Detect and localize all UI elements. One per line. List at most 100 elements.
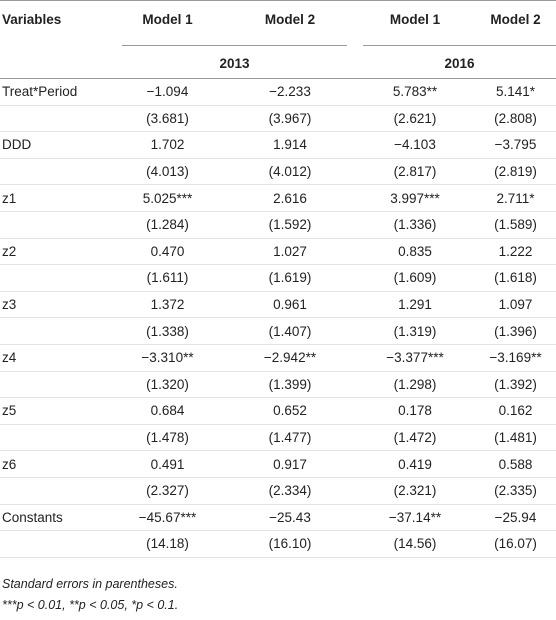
- table-body: Treat*Period −1.094 −2.233 5.783** 5.141* (3.…: [0, 78, 556, 558]
- coefficient: −3.169**: [475, 344, 556, 372]
- year-label: 2016: [444, 56, 475, 71]
- coefficient: −45.67***: [110, 504, 225, 532]
- error-row: (4.013) (4.012) (2.817) (2.819): [0, 158, 556, 186]
- coefficient: 5.141*: [475, 78, 556, 106]
- standard-error: (1.478): [110, 424, 225, 452]
- standard-error: (1.392): [475, 371, 556, 399]
- empty-cell: [0, 530, 110, 558]
- column-header: Model 1: [142, 12, 193, 27]
- coefficient: 0.684: [110, 397, 225, 425]
- coefficient: −3.377***: [355, 344, 475, 372]
- coefficient-row: z4 −3.310** −2.942** −3.377*** −3.169**: [0, 344, 556, 372]
- coefficient-row: z1 5.025*** 2.616 3.997*** 2.711*: [0, 184, 556, 212]
- standard-error: (2.621): [355, 105, 475, 133]
- table-head: Variables Model 1 Model 2 Model 1 Model …: [0, 1, 556, 79]
- coefficient: 1.702: [110, 131, 225, 159]
- error-row: (14.18) (16.10) (14.56) (16.07): [0, 530, 556, 558]
- standard-error: (16.10): [225, 530, 355, 558]
- standard-error: (1.611): [110, 264, 225, 292]
- standard-error: (1.592): [225, 211, 355, 239]
- coefficient: 5.783**: [355, 78, 475, 106]
- variable-name: DDD: [0, 131, 110, 159]
- variable-name: Constants: [0, 504, 110, 532]
- year-row: 2013 2016: [0, 38, 556, 79]
- standard-error: (4.012): [225, 158, 355, 186]
- empty-cell: [0, 371, 110, 399]
- standard-error: (1.472): [355, 424, 475, 452]
- standard-error: (3.967): [225, 105, 355, 133]
- standard-error: (2.817): [355, 158, 475, 186]
- empty-cell: [0, 317, 110, 345]
- note: Standard errors in parentheses.: [2, 576, 178, 591]
- standard-error: (1.338): [110, 317, 225, 345]
- coefficient: −2.942**: [225, 344, 355, 372]
- standard-error: (2.808): [475, 105, 556, 133]
- empty-cell: [0, 38, 110, 79]
- empty-cell: [0, 264, 110, 292]
- coefficient: 1.027: [225, 238, 355, 266]
- coefficient: −25.43: [225, 504, 355, 532]
- error-row: (2.327) (2.334) (2.321) (2.335): [0, 477, 556, 505]
- variable-name: Treat*Period: [0, 78, 110, 106]
- standard-error: (1.618): [475, 264, 556, 292]
- variable-name: z4: [0, 344, 110, 372]
- coefficient: 3.997***: [355, 184, 475, 212]
- coefficient: −3.795: [475, 131, 556, 159]
- coefficient: −1.094: [110, 78, 225, 106]
- coefficient: 0.491: [110, 450, 225, 478]
- standard-error: (1.619): [225, 264, 355, 292]
- standard-error: (2.334): [225, 477, 355, 505]
- coefficient-row: z3 1.372 0.961 1.291 1.097: [0, 291, 556, 319]
- coefficient: 1.291: [355, 291, 475, 319]
- coefficient: 0.961: [225, 291, 355, 319]
- standard-error: (16.07): [475, 530, 556, 558]
- coefficient: −37.14**: [355, 504, 475, 532]
- standard-error: (2.335): [475, 477, 556, 505]
- note: ***p < 0.01, **p < 0.05, *p < 0.1.: [2, 597, 179, 612]
- standard-error: (14.56): [355, 530, 475, 558]
- coefficient: 5.025***: [110, 184, 225, 212]
- variable-name: z2: [0, 238, 110, 266]
- standard-error: (1.477): [225, 424, 355, 452]
- standard-error: (1.589): [475, 211, 556, 239]
- coefficient-row: z5 0.684 0.652 0.178 0.162: [0, 397, 556, 425]
- coefficient: 0.178: [355, 397, 475, 425]
- coefficient: 2.711*: [475, 184, 556, 212]
- standard-error: (2.327): [110, 477, 225, 505]
- empty-cell: [0, 158, 110, 186]
- coefficient: 0.917: [225, 450, 355, 478]
- standard-error: (1.298): [355, 371, 475, 399]
- coefficient-row: z6 0.491 0.917 0.419 0.588: [0, 450, 556, 478]
- coefficient: −2.233: [225, 78, 355, 106]
- coefficient: 1.222: [475, 238, 556, 266]
- variable-name: z5: [0, 397, 110, 425]
- standard-error: (4.013): [110, 158, 225, 186]
- standard-error: (1.319): [355, 317, 475, 345]
- variable-name: z1: [0, 184, 110, 212]
- coefficient: 0.470: [110, 238, 225, 266]
- empty-cell: [0, 424, 110, 452]
- coefficient: −4.103: [355, 131, 475, 159]
- coefficient: 2.616: [225, 184, 355, 212]
- header-row: Variables Model 1 Model 2 Model 1 Model …: [0, 1, 556, 39]
- coefficient-row: Constants −45.67*** −25.43 −37.14** −25.94: [0, 504, 556, 532]
- standard-error: (1.407): [225, 317, 355, 345]
- variable-name: z6: [0, 450, 110, 478]
- variable-name: z3: [0, 291, 110, 319]
- standard-error: (2.819): [475, 158, 556, 186]
- coefficient: 1.914: [225, 131, 355, 159]
- error-row: (3.681) (3.967) (2.621) (2.808): [0, 105, 556, 133]
- error-row: (1.284) (1.592) (1.336) (1.589): [0, 211, 556, 239]
- error-row: (1.478) (1.477) (1.472) (1.481): [0, 424, 556, 452]
- empty-cell: [0, 477, 110, 505]
- empty-cell: [0, 105, 110, 133]
- year-rule: 2013: [122, 45, 347, 71]
- coefficient-row: Treat*Period −1.094 −2.233 5.783** 5.141*: [0, 78, 556, 106]
- standard-error: (1.399): [225, 371, 355, 399]
- notes: Standard errors in parentheses. ***p < 0…: [0, 574, 556, 616]
- column-header: Variables: [2, 12, 62, 27]
- standard-error: (1.481): [475, 424, 556, 452]
- year-cell: 2016: [355, 38, 556, 79]
- coefficient: 1.372: [110, 291, 225, 319]
